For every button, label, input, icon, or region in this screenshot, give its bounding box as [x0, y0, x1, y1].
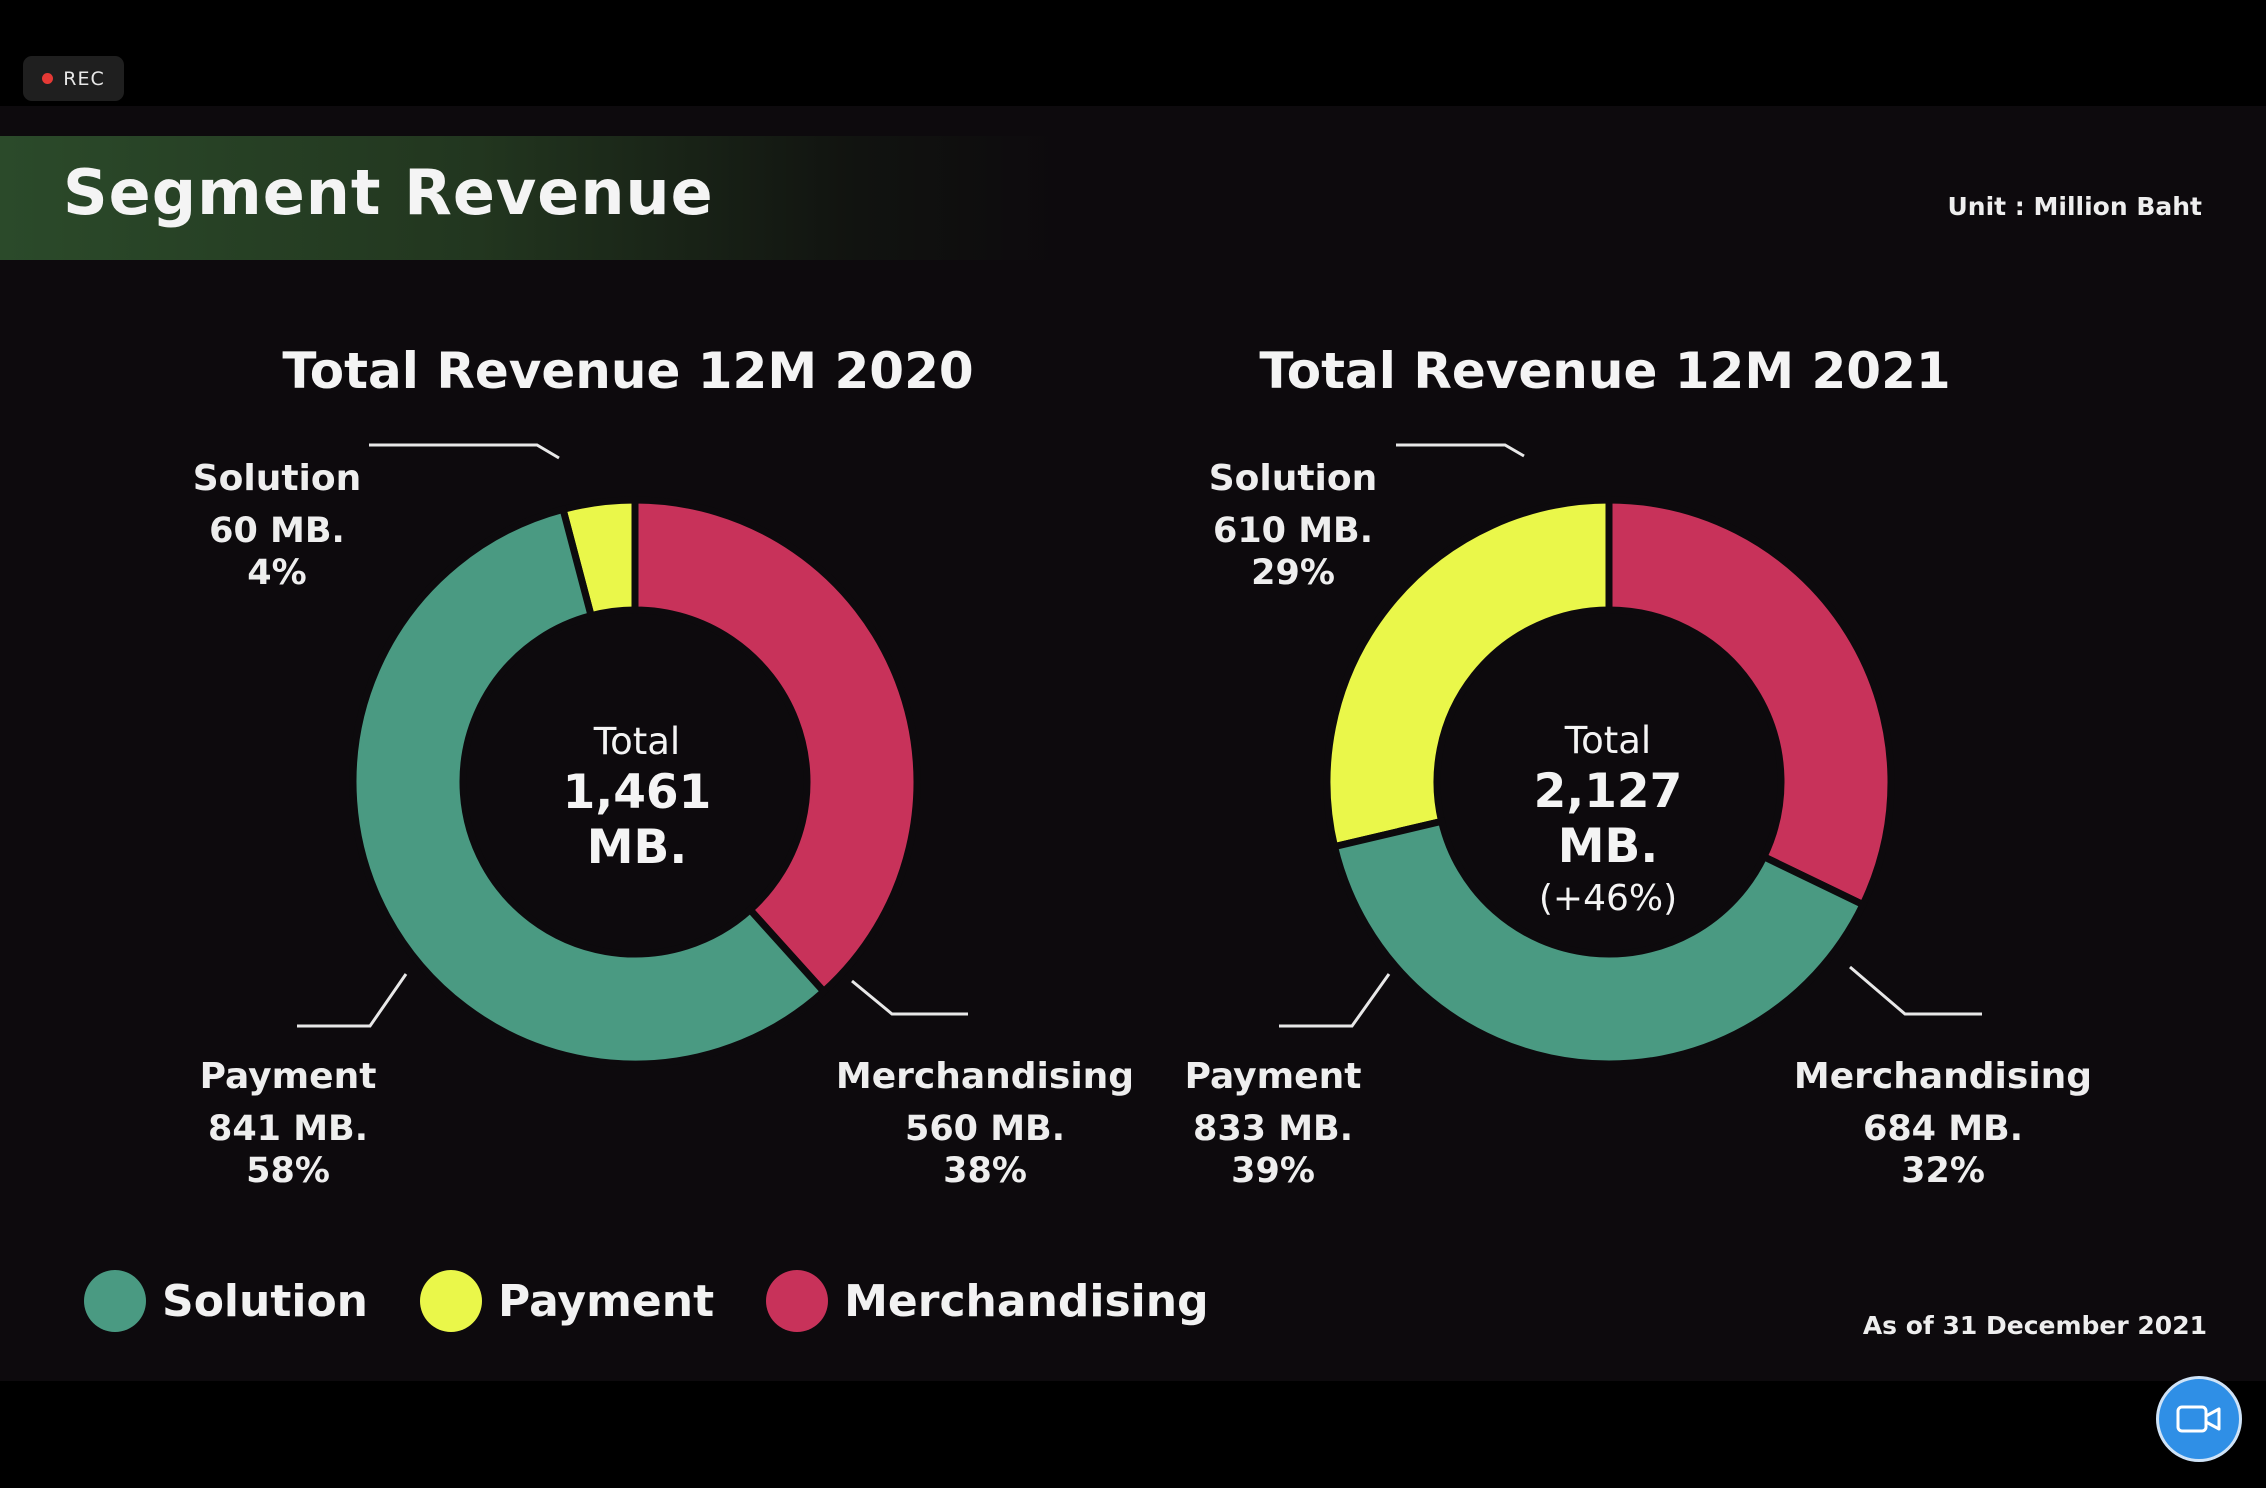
segment-value: 841 MB.	[207, 1109, 369, 1149]
legend-label: Solution	[162, 1275, 368, 1327]
segment-value: 684 MB.	[1862, 1109, 2024, 1149]
segment-name: Merchandising	[1793, 1056, 2093, 1097]
chart-1-payment-segment	[1330, 817, 1868, 1068]
chart-title-2020: Total Revenue 12M 2020	[282, 342, 974, 400]
segment-percent: 39%	[1231, 1151, 1315, 1191]
segment-value: 833 MB.	[1192, 1109, 1354, 1149]
segment-name: Merchandising	[835, 1056, 1135, 1097]
legend-swatch	[84, 1270, 146, 1332]
segment-name: Solution	[1208, 458, 1378, 499]
recording-badge: REC	[23, 56, 124, 101]
chart-1-leader-line-merchandising	[1279, 973, 1391, 1028]
record-dot-icon	[42, 73, 54, 84]
chart-2020-payment-label: Payment 841 MB. 58%	[188, 1056, 388, 1191]
legend-item-solution: Solution	[84, 1270, 368, 1332]
chart-1-solution-segment	[1323, 496, 1613, 851]
chart-2020-center-label: Total	[593, 720, 681, 763]
chart-1-merchandising-segment	[1605, 496, 1895, 910]
chart-2020-center-value: 1,461 MB.	[562, 765, 712, 875]
segment-value: 60 MB.	[209, 511, 345, 551]
legend-item-payment: Payment	[420, 1270, 714, 1332]
legend-swatch	[420, 1270, 482, 1332]
video-camera-button[interactable]	[2156, 1376, 2242, 1462]
title-banner	[0, 136, 1060, 260]
video-camera-icon	[2176, 1405, 2221, 1433]
segment-percent: 58%	[246, 1151, 330, 1191]
chart-0-leader-line-solution	[369, 443, 560, 460]
segment-percent: 32%	[1901, 1151, 1985, 1191]
chart-0-leader-line-payment	[851, 979, 968, 1016]
chart-1-leader-line-solution	[1396, 443, 1525, 458]
chart-2021-merchandising-label: Merchandising 684 MB. 32%	[1793, 1056, 2093, 1191]
legend-label: Merchandising	[844, 1275, 1209, 1327]
page-title: Segment Revenue	[63, 156, 714, 229]
segment-percent: 29%	[1251, 553, 1335, 593]
chart-2021-center-label: Total	[1564, 719, 1652, 762]
chart-2021-solution-label: Solution 610 MB. 29%	[1193, 458, 1393, 593]
chart-legend: Solution Payment Merchandising	[84, 1270, 1261, 1332]
chart-1-leader-line-payment	[1849, 965, 1982, 1016]
legend-item-merchandising: Merchandising	[766, 1270, 1209, 1332]
segment-percent: 38%	[943, 1151, 1027, 1191]
donut-charts	[297, 443, 1982, 1068]
presentation-slide: Segment Revenue Unit : Million Baht Tota…	[0, 106, 2266, 1381]
unit-note: Unit : Million Baht	[1947, 192, 2202, 221]
chart-2020-center: Total 1,461 MB.	[507, 720, 767, 875]
segment-percent: 4%	[247, 553, 307, 593]
legend-label: Payment	[498, 1275, 715, 1327]
chart-title-2021: Total Revenue 12M 2021	[1259, 342, 1951, 400]
chart-2021-center: Total 2,127 MB. (+46%)	[1478, 719, 1738, 919]
segment-name: Payment	[199, 1056, 377, 1097]
chart-0-leader-line-merchandising	[297, 973, 408, 1028]
chart-2021-payment-label: Payment 833 MB. 39%	[1168, 1056, 1378, 1191]
chart-2021-center-growth: (+46%)	[1538, 878, 1678, 919]
segment-name: Payment	[1184, 1056, 1362, 1097]
recording-label: REC	[63, 67, 105, 90]
chart-2020-merchandising-label: Merchandising 560 MB. 38%	[835, 1056, 1135, 1191]
as-of-date-note: As of 31 December 2021	[1862, 1311, 2207, 1340]
segment-name: Solution	[192, 458, 362, 499]
chart-2020-solution-label: Solution 60 MB. 4%	[177, 458, 377, 593]
legend-swatch	[766, 1270, 829, 1332]
chart-0-merchandising-segment	[631, 496, 921, 997]
chart-0-payment-segment	[349, 505, 829, 1068]
segment-value: 610 MB.	[1212, 511, 1374, 551]
chart-2021-center-value: 2,127 MB.	[1533, 764, 1683, 874]
segment-value: 560 MB.	[904, 1109, 1066, 1149]
